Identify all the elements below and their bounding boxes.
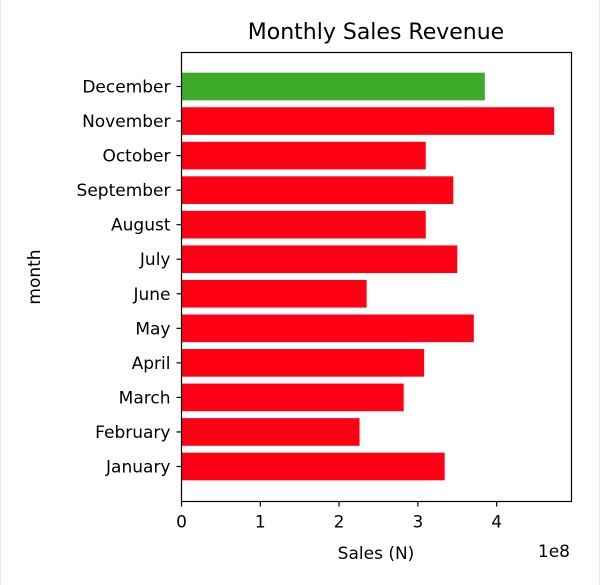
bar-august <box>181 210 426 239</box>
x-axis-label: Sales (N) <box>338 544 415 564</box>
bar-december <box>181 72 485 101</box>
y-tick-label-july: July <box>139 250 171 270</box>
y-ticks-group: January February March April May June July Augu… <box>77 78 182 478</box>
y-tick-label-december: December <box>82 78 170 98</box>
x-tick-label-2: 2 <box>334 513 345 533</box>
y-tick-label-february: February <box>95 423 170 443</box>
bar-may <box>181 314 474 343</box>
y-tick-label-may: May <box>135 319 170 339</box>
x-tick-label-1: 1 <box>255 513 266 533</box>
y-tick-label-november: November <box>82 112 170 132</box>
y-tick-label-october: October <box>102 147 170 167</box>
y-tick-label-march: March <box>119 388 171 408</box>
plot-area-frame <box>180 51 573 503</box>
y-tick-label-september: September <box>77 181 171 201</box>
x-axis-offset-label: 1e8 <box>538 542 570 562</box>
x-ticks-group: 0 1 2 3 4 <box>176 501 502 533</box>
bars-group <box>181 72 555 481</box>
bar-june <box>181 279 367 308</box>
chart-title: Monthly Sales Revenue <box>248 20 504 45</box>
bar-february <box>181 418 360 446</box>
bar-november <box>181 107 555 135</box>
bar-october <box>181 141 426 170</box>
bar-july <box>181 245 458 274</box>
y-tick-label-april: April <box>132 354 171 374</box>
y-axis-label: month <box>25 249 45 304</box>
y-tick-label-january: January <box>105 458 170 478</box>
y-tick-label-august: August <box>111 216 171 236</box>
bar-january <box>181 452 445 481</box>
bar-september <box>181 176 454 204</box>
x-tick-label-3: 3 <box>412 513 423 533</box>
y-tick-label-june: June <box>132 285 170 305</box>
x-tick-label-0: 0 <box>176 513 187 533</box>
x-tick-label-4: 4 <box>491 513 502 533</box>
bar-march <box>181 383 404 412</box>
bar-april <box>181 349 425 377</box>
